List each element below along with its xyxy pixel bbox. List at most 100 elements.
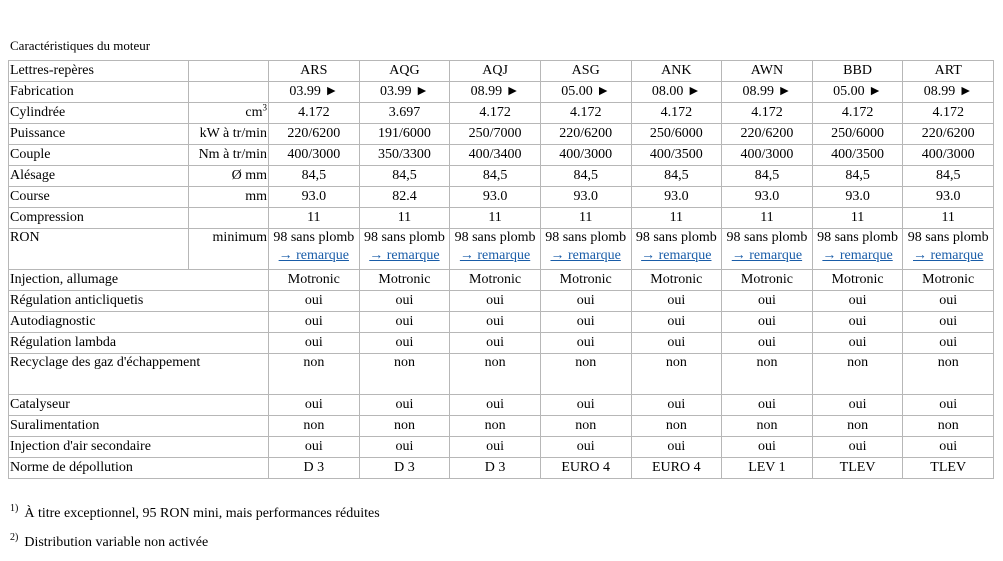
value-cell: 84,5 bbox=[268, 165, 360, 187]
value-cell: non bbox=[539, 353, 632, 395]
row-label: Injection, allumage bbox=[8, 269, 269, 291]
unit-superscript: 3 bbox=[262, 102, 268, 113]
value-cell: oui bbox=[721, 394, 813, 416]
value-cell: oui bbox=[811, 290, 904, 312]
value-cell: 4.172 bbox=[721, 102, 813, 124]
remark-link[interactable]: → remarque bbox=[550, 248, 621, 263]
row-label: Cylindrée bbox=[8, 102, 189, 124]
unit-label: Nm à tr/min bbox=[198, 147, 267, 162]
value-cell: oui bbox=[902, 394, 994, 416]
remark-link[interactable]: → remarque bbox=[731, 248, 803, 263]
footnote-text: Distribution variable non activée bbox=[24, 535, 209, 550]
remark-link[interactable]: → remarque bbox=[369, 248, 440, 263]
unit-cell: Ø mm bbox=[188, 165, 269, 187]
remark-link[interactable]: → remarque bbox=[641, 248, 712, 263]
value-cell: 93.0 bbox=[721, 186, 813, 208]
ron-value: 98 sans plomb bbox=[907, 230, 989, 245]
ron-value: 98 sans plomb bbox=[363, 230, 445, 245]
value-cell: oui bbox=[539, 394, 632, 416]
footnote-number: 2) bbox=[10, 532, 19, 543]
engine-code-header: ANK bbox=[630, 60, 723, 82]
remark-link[interactable]: → remarque bbox=[459, 248, 531, 263]
unit-cell bbox=[188, 207, 269, 229]
unit-cell bbox=[188, 60, 269, 82]
value-cell: oui bbox=[811, 311, 904, 333]
value-cell: 93.0 bbox=[902, 186, 994, 208]
value-cell: 400/3000 bbox=[539, 144, 632, 166]
value-cell: 250/6000 bbox=[630, 123, 723, 145]
row-label: Catalyseur bbox=[8, 394, 269, 416]
value-cell: oui bbox=[630, 394, 723, 416]
value-cell: oui bbox=[902, 332, 994, 354]
unit-cell bbox=[188, 81, 269, 103]
footnote-2: 2) Distribution variable non activée bbox=[10, 532, 209, 551]
value-cell: 220/6200 bbox=[902, 123, 994, 145]
value-cell: non bbox=[449, 415, 541, 437]
value-cell: oui bbox=[630, 290, 723, 312]
value-cell: oui bbox=[539, 332, 632, 354]
value-cell: oui bbox=[358, 332, 451, 354]
value-cell: oui bbox=[630, 332, 723, 354]
value-cell: non bbox=[902, 353, 994, 395]
value-cell: 4.172 bbox=[539, 102, 632, 124]
value-cell: 93.0 bbox=[449, 186, 541, 208]
row-label: Compression bbox=[8, 207, 189, 229]
value-cell: oui bbox=[449, 311, 541, 333]
value-cell: non bbox=[630, 415, 723, 437]
remark-link[interactable]: → remarque bbox=[822, 248, 893, 263]
value-cell: non bbox=[721, 353, 813, 395]
value-cell: 11 bbox=[721, 207, 813, 229]
remark-link[interactable]: → remarque bbox=[913, 248, 984, 263]
value-cell: 400/3000 bbox=[721, 144, 813, 166]
value-cell: 84,5 bbox=[811, 165, 904, 187]
table-caption: Caractéristiques du moteur bbox=[10, 38, 151, 53]
value-cell: oui bbox=[721, 290, 813, 312]
unit-label: cm bbox=[245, 105, 263, 120]
value-cell: non bbox=[449, 353, 541, 395]
table-row: Fabrication 03.99 ► 03.99 ► 08.99 ► 05.00 ► 0… bbox=[8, 81, 994, 103]
value-cell: oui bbox=[449, 394, 541, 416]
value-cell: 3.697 bbox=[358, 102, 451, 124]
unit-cell: kW à tr/min bbox=[188, 123, 269, 145]
row-label: Puissance bbox=[8, 123, 189, 145]
value-cell: 4.172 bbox=[630, 102, 723, 124]
row-label: Régulation anticliquetis bbox=[8, 290, 269, 312]
value-cell: 84,5 bbox=[630, 165, 723, 187]
table-row: Autodiagnostic oui oui oui oui oui oui oui oui bbox=[8, 311, 994, 333]
value-cell: oui bbox=[449, 290, 541, 312]
remark-link[interactable]: → remarque bbox=[278, 248, 349, 263]
value-cell: Motronic bbox=[539, 269, 632, 291]
value-cell: oui bbox=[358, 311, 451, 333]
value-cell: non bbox=[268, 415, 360, 437]
value-cell: 4.172 bbox=[811, 102, 904, 124]
ron-value: 98 sans plomb bbox=[635, 230, 717, 245]
value-cell: 84,5 bbox=[902, 165, 994, 187]
value-cell: 05.00 ► bbox=[811, 81, 904, 103]
engine-code-header: ART bbox=[902, 60, 994, 82]
table-header-row: Lettres-repères ARS AQG AQJ ASG ANK AWN BBD ART bbox=[8, 60, 994, 82]
value-cell: 220/6200 bbox=[268, 123, 360, 145]
value-cell: oui bbox=[268, 290, 360, 312]
value-cell: 11 bbox=[449, 207, 541, 229]
value-cell: oui bbox=[358, 290, 451, 312]
value-cell: non bbox=[268, 353, 360, 395]
unit-cell: Nm à tr/min bbox=[188, 144, 269, 166]
ron-cell: 98 sans plomb → remarque bbox=[358, 228, 451, 270]
value-cell: oui bbox=[721, 311, 813, 333]
unit-label: kW à tr/min bbox=[199, 126, 267, 141]
value-cell: non bbox=[630, 353, 723, 395]
value-cell: oui bbox=[902, 436, 994, 458]
value-cell: oui bbox=[358, 394, 451, 416]
ron-cell: 98 sans plomb → remarque bbox=[630, 228, 723, 270]
ron-value: 98 sans plomb bbox=[545, 230, 627, 245]
value-cell: 220/6200 bbox=[539, 123, 632, 145]
row-label: Régulation lambda bbox=[8, 332, 269, 354]
ron-value: 98 sans plomb bbox=[454, 230, 536, 245]
value-cell: non bbox=[539, 415, 632, 437]
value-cell: oui bbox=[811, 436, 904, 458]
value-cell: D 3 bbox=[268, 457, 360, 479]
value-cell: 03.99 ► bbox=[358, 81, 451, 103]
value-cell: 400/3000 bbox=[902, 144, 994, 166]
unit-cell: mm bbox=[188, 186, 269, 208]
value-cell: 93.0 bbox=[539, 186, 632, 208]
